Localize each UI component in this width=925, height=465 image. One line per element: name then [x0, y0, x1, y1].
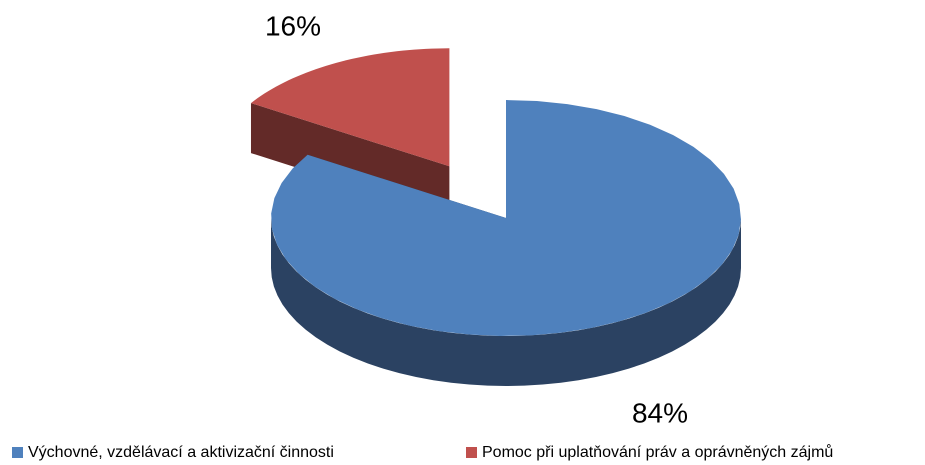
legend-label: Výchovné, vzdělávací a aktivizační činno…: [28, 444, 334, 461]
data-label: 16%: [265, 10, 321, 41]
legend-label: Pomoc při uplatňování práv a oprávněných…: [482, 443, 833, 461]
slice-wall: [271, 218, 741, 386]
slice: [271, 100, 741, 336]
legend-swatch: [466, 447, 477, 458]
slice: [250, 48, 450, 167]
data-label: 84%: [632, 397, 688, 428]
legend-swatch: [12, 447, 23, 458]
